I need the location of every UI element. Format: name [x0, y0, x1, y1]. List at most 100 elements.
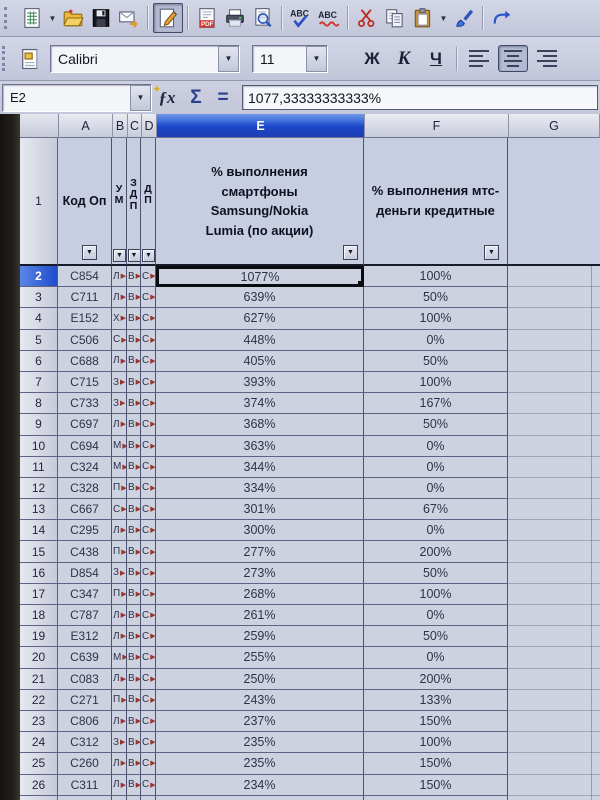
cell-percent-mts-money[interactable]: 50% [364, 562, 508, 584]
cell-percent-smartphones[interactable]: 255% [156, 647, 364, 669]
cell-d[interactable]: С ▶ [141, 689, 156, 711]
cell-empty[interactable] [508, 710, 600, 733]
cell-empty[interactable] [508, 520, 600, 542]
cell-code[interactable]: C347 [58, 583, 112, 605]
cut-icon[interactable] [353, 4, 381, 32]
formula-input[interactable]: 1077,33333333333% [242, 85, 598, 110]
spellcheck-icon[interactable]: ABC [287, 4, 315, 32]
name-box-value[interactable]: E2 [10, 90, 26, 105]
paste-dropdown-icon[interactable]: ▼ [439, 13, 448, 23]
row-header[interactable]: 10 [20, 435, 58, 457]
undo-icon-partial[interactable] [488, 4, 516, 32]
cell-percent-smartphones[interactable]: 250% [156, 668, 364, 690]
cell-b[interactable]: С ▶ [112, 499, 127, 521]
row-header[interactable]: 2 [20, 266, 58, 288]
cell-percent-mts-money[interactable] [364, 795, 508, 800]
cell-b[interactable]: Л ▶ [112, 710, 127, 733]
cell-empty[interactable] [508, 308, 600, 330]
column-header-f[interactable]: F [365, 114, 509, 138]
toolbar-drag-handle[interactable] [2, 45, 13, 72]
filter-dropdown-icon[interactable]: ▼ [484, 245, 499, 260]
cell-percent-mts-money[interactable]: 50% [364, 626, 508, 648]
cell-d[interactable]: С ▶ [141, 605, 156, 627]
cell-code[interactable]: D854 [58, 562, 112, 584]
new-spreadsheet-icon[interactable] [18, 4, 46, 32]
cell-b[interactable]: З ▶ [112, 562, 127, 584]
column-header-g[interactable]: G [509, 114, 600, 138]
cell-e1[interactable]: % выполнения смартфоны Samsung/Nokia Lum… [156, 138, 364, 266]
cell-b[interactable]: Х ▶ [112, 308, 127, 330]
cell-b[interactable]: З ▶ [112, 371, 127, 394]
cell-percent-mts-money[interactable]: 200% [364, 668, 508, 690]
cell-percent-mts-money[interactable]: 167% [364, 393, 508, 415]
filter-dropdown-icon[interactable]: ▼ [142, 249, 155, 262]
cell-d[interactable]: С ▶ [141, 456, 156, 478]
cell-percent-smartphones[interactable]: 235% [156, 753, 364, 775]
row-header[interactable]: 4 [20, 308, 58, 330]
styles-panel-icon[interactable] [18, 46, 44, 72]
cell-empty[interactable] [508, 795, 600, 800]
cell-d[interactable]: С ▶ [141, 329, 156, 351]
cell-percent-smartphones[interactable]: 334% [156, 477, 364, 500]
row-header[interactable]: 22 [20, 689, 58, 711]
cell-empty[interactable] [508, 668, 600, 690]
cell-percent-smartphones[interactable]: 448% [156, 329, 364, 351]
cell-d[interactable]: С ▶ [141, 477, 156, 500]
cell-code[interactable]: C506 [58, 329, 112, 351]
cell-percent-smartphones[interactable]: 261% [156, 605, 364, 627]
font-size-value[interactable]: 11 [260, 50, 275, 67]
row-header[interactable]: 3 [20, 287, 58, 309]
cell-percent-mts-money[interactable]: 50% [364, 350, 508, 372]
cell-c[interactable]: В ▶ [127, 753, 141, 775]
cell-d[interactable]: С ▶ [141, 308, 156, 330]
cell-empty[interactable] [508, 541, 600, 563]
cell-code[interactable]: C324 [58, 456, 112, 478]
row-header[interactable]: 26 [20, 774, 58, 796]
auto-spellcheck-icon[interactable]: ABC [315, 4, 343, 32]
cell-c[interactable]: В ▶ [127, 329, 141, 351]
cell-empty[interactable] [508, 626, 600, 648]
cell-b[interactable]: Л ▶ [112, 266, 127, 288]
cell-empty[interactable] [508, 435, 600, 457]
cell-c[interactable]: В ▶ [127, 541, 141, 563]
cell-percent-mts-money[interactable]: 0% [364, 520, 508, 542]
sum-icon[interactable]: Σ [190, 86, 202, 108]
cell-empty[interactable] [508, 393, 600, 415]
new-dropdown-icon[interactable]: ▼ [48, 13, 57, 23]
row-header[interactable]: 8 [20, 393, 58, 415]
cell-d[interactable]: С ▶ [141, 541, 156, 563]
row-header[interactable]: 24 [20, 732, 58, 754]
select-all-corner[interactable] [20, 114, 59, 138]
cell-code[interactable] [58, 795, 112, 800]
cell-percent-mts-money[interactable]: 150% [364, 753, 508, 775]
toolbar-drag-handle[interactable] [4, 7, 15, 29]
cell-percent-smartphones[interactable]: 273% [156, 562, 364, 584]
cell-c[interactable]: В ▶ [127, 456, 141, 478]
cell-empty[interactable] [508, 732, 600, 754]
cell-c[interactable]: В ▶ [127, 562, 141, 584]
cell-percent-smartphones[interactable]: 277% [156, 541, 364, 563]
cell-percent-smartphones[interactable]: 234% [156, 774, 364, 796]
column-header-e[interactable]: E [157, 114, 365, 138]
cell-b[interactable]: Л ▶ [112, 520, 127, 542]
cell-b[interactable]: Л ▶ [112, 287, 127, 309]
page-preview-icon[interactable] [249, 4, 277, 32]
cell-b1[interactable]: У М ▼ [112, 138, 127, 266]
cell-percent-mts-money[interactable]: 100% [364, 371, 508, 394]
cell-percent-smartphones[interactable]: 627% [156, 308, 364, 330]
cell-c[interactable]: В ▶ [127, 499, 141, 521]
cell-percent-smartphones[interactable]: 368% [156, 414, 364, 436]
cell-d[interactable]: С ▶ [141, 350, 156, 372]
row-header[interactable]: 9 [20, 414, 58, 436]
cell-percent-smartphones[interactable]: 393% [156, 371, 364, 394]
cell-d[interactable]: С ▶ [141, 435, 156, 457]
edit-file-icon[interactable] [153, 3, 183, 33]
row-header[interactable]: 23 [20, 710, 58, 733]
cell-c[interactable]: В ▶ [127, 520, 141, 542]
cell-code[interactable]: C328 [58, 477, 112, 500]
cell-d[interactable]: С ▶ [141, 626, 156, 648]
cell-b[interactable]: М▶ [112, 456, 127, 478]
row-header-1[interactable]: 1 [20, 138, 58, 266]
cell-b[interactable]: Л ▶ [112, 753, 127, 775]
cell-c[interactable]: В ▶ [127, 287, 141, 309]
